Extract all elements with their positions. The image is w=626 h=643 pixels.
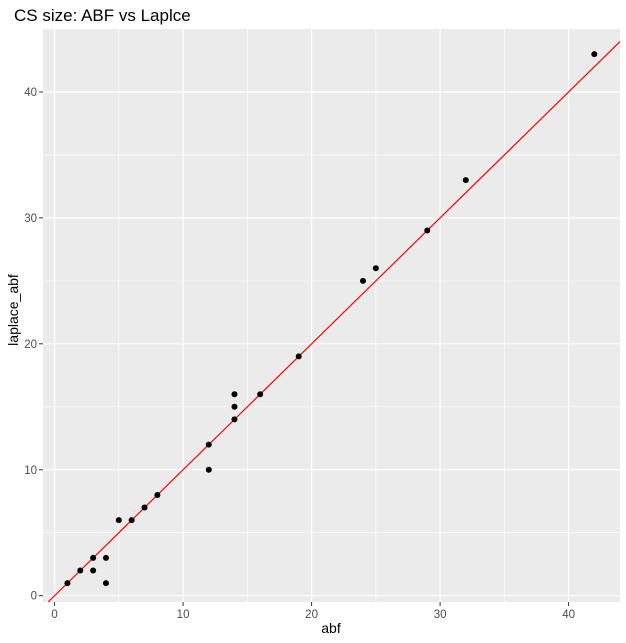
data-point bbox=[424, 227, 431, 234]
minor-gridlines bbox=[43, 29, 620, 602]
data-point bbox=[64, 580, 71, 587]
data-point bbox=[359, 277, 366, 284]
data-point bbox=[128, 517, 135, 524]
y-tick-label: 0 bbox=[31, 591, 37, 603]
data-point bbox=[295, 353, 302, 360]
data-point bbox=[77, 567, 84, 574]
data-point bbox=[462, 177, 469, 184]
data-point bbox=[231, 391, 238, 398]
data-point bbox=[90, 554, 97, 561]
data-point bbox=[257, 391, 264, 398]
x-tick-label: 10 bbox=[177, 609, 190, 621]
x-tick-label: 20 bbox=[305, 609, 318, 621]
x-axis-ticks: 0 10 20 30 40 bbox=[51, 602, 575, 621]
y-axis-title: laplace_abf bbox=[5, 274, 21, 346]
y-tick-label: 30 bbox=[24, 213, 37, 225]
y-tick-label: 20 bbox=[24, 339, 37, 351]
data-point bbox=[102, 580, 109, 587]
data-point bbox=[154, 491, 161, 498]
data-point bbox=[231, 416, 238, 423]
x-tick-label: 0 bbox=[51, 609, 57, 621]
data-points bbox=[64, 51, 598, 587]
y-axis-ticks: 0 10 20 30 40 bbox=[24, 87, 43, 603]
major-gridlines bbox=[43, 29, 620, 602]
data-point bbox=[205, 441, 212, 448]
chart-title: CS size: ABF vs Laplce bbox=[14, 6, 191, 25]
data-point bbox=[141, 504, 148, 511]
x-axis-title: abf bbox=[321, 620, 341, 636]
data-point bbox=[231, 403, 238, 410]
data-point bbox=[205, 466, 212, 473]
plot-panel bbox=[43, 29, 620, 602]
data-point bbox=[102, 554, 109, 561]
y-tick-label: 40 bbox=[24, 87, 37, 99]
y-tick-label: 10 bbox=[24, 465, 37, 477]
data-point bbox=[591, 51, 598, 58]
data-point bbox=[90, 567, 97, 574]
x-tick-label: 30 bbox=[434, 609, 447, 621]
data-point bbox=[372, 265, 379, 272]
x-tick-label: 40 bbox=[562, 609, 575, 621]
data-point bbox=[115, 517, 122, 524]
